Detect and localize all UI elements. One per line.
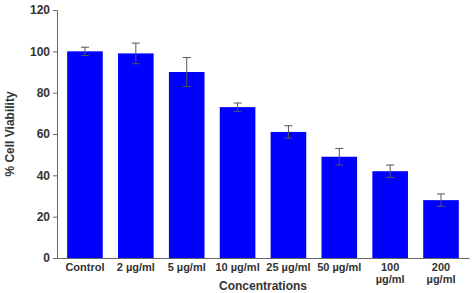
x-tick-label: 100µg/ml xyxy=(376,261,405,285)
y-tick: 20 xyxy=(37,210,57,224)
x-axis-line xyxy=(58,258,470,259)
error-bar xyxy=(284,126,292,138)
x-tick: Control xyxy=(65,258,104,273)
error-bar-line xyxy=(84,47,85,55)
error-bar xyxy=(437,194,445,206)
y-tick-label: 80 xyxy=(37,86,51,100)
y-tick: 100 xyxy=(30,45,57,59)
bars xyxy=(67,43,459,258)
y-tick-mark xyxy=(53,93,57,94)
y-tick-mark xyxy=(53,175,57,176)
error-bar-line xyxy=(132,63,140,64)
y-tick-mark xyxy=(53,10,57,11)
bar xyxy=(220,107,256,258)
error-bar-line xyxy=(186,58,187,87)
x-tick: 100µg/ml xyxy=(376,258,405,285)
y-tick: 120 xyxy=(30,3,57,17)
error-bar xyxy=(234,103,242,111)
y-tick-label: 0 xyxy=(43,251,50,265)
error-bar xyxy=(335,148,343,165)
error-bar-line xyxy=(441,194,442,206)
error-bar xyxy=(81,47,89,55)
error-bar-line xyxy=(81,47,89,48)
x-tick-label: 50 µg/ml xyxy=(317,261,361,273)
x-tick: 2 µg/ml xyxy=(117,258,155,273)
plot-area: 0 20 40 60 80 100 120 Control 2 µg/ml 5 µg/ml 10 µ… xyxy=(30,3,470,285)
error-bar-line xyxy=(234,103,242,104)
y-tick-label: 40 xyxy=(37,169,51,183)
y-tick-label: 20 xyxy=(37,210,51,224)
error-bar-line xyxy=(386,165,394,166)
bar xyxy=(271,132,307,258)
y-axis-line xyxy=(53,11,58,259)
error-bar-line xyxy=(183,86,191,87)
y-tick-label: 100 xyxy=(30,45,50,59)
error-bar-line xyxy=(135,43,136,64)
error-bar-line xyxy=(386,177,394,178)
y-axis: 0 20 40 60 80 100 120 xyxy=(30,3,58,265)
y-axis-title: % Cell Viability xyxy=(3,91,17,176)
error-bar-line xyxy=(335,165,343,166)
x-tick: 25 µg/ml xyxy=(266,258,310,273)
y-tick: 40 xyxy=(37,169,57,183)
bar xyxy=(372,171,408,258)
chart: 0 20 40 60 80 100 120 Control 2 µg/ml 5 µg/ml 10 µ… xyxy=(0,0,473,293)
y-tick: 60 xyxy=(37,127,57,141)
y-tick: 0 xyxy=(43,251,57,265)
error-bar-line xyxy=(390,165,391,177)
error-bar-line xyxy=(183,57,191,58)
y-tick-mark xyxy=(53,258,57,259)
y-tick: 80 xyxy=(37,86,57,100)
error-bar xyxy=(132,43,140,64)
error-bar-line xyxy=(335,148,343,149)
error-bar-line xyxy=(81,55,89,56)
error-bar-line xyxy=(437,206,445,207)
x-tick: 50 µg/ml xyxy=(317,258,361,273)
y-tick-mark xyxy=(53,134,57,135)
x-tick: 5 µg/ml xyxy=(168,258,206,273)
y-tick-label: 60 xyxy=(37,127,51,141)
error-bar xyxy=(183,58,191,87)
error-bar xyxy=(386,165,394,177)
error-bar-line xyxy=(234,111,242,112)
error-bar-line xyxy=(132,43,140,44)
y-tick-label: 120 xyxy=(30,3,50,17)
bar xyxy=(321,157,357,258)
y-tick-mark xyxy=(53,51,57,52)
x-tick-label: 200µg/ml xyxy=(427,261,456,285)
bar xyxy=(423,200,459,258)
x-axis-title: Concentrations xyxy=(219,279,307,293)
x-tick-label: 5 µg/ml xyxy=(168,261,206,273)
x-tick-label: Control xyxy=(65,261,104,273)
error-bar-line xyxy=(437,193,445,194)
x-tick-label: 25 µg/ml xyxy=(266,261,310,273)
error-bar-line xyxy=(284,125,292,126)
error-bar-line xyxy=(288,126,289,138)
error-bar-line xyxy=(284,138,292,139)
x-tick-label: 2 µg/ml xyxy=(117,261,155,273)
bar xyxy=(67,51,103,258)
error-bar-line xyxy=(339,148,340,165)
error-bar-line xyxy=(237,103,238,111)
y-tick-mark xyxy=(53,217,57,218)
x-tick-label: 10 µg/ml xyxy=(215,261,259,273)
bar xyxy=(118,53,154,258)
bar xyxy=(169,72,205,258)
x-tick: 10 µg/ml xyxy=(215,258,259,273)
x-tick: 200µg/ml xyxy=(427,258,456,285)
